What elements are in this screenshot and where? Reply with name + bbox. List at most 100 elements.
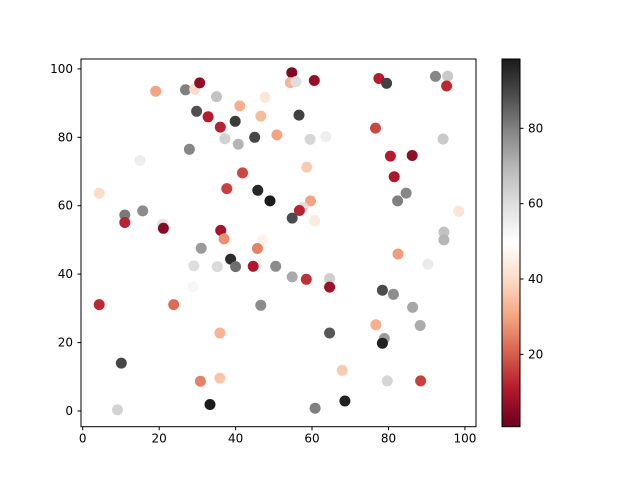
axes-spines bbox=[80, 58, 477, 428]
scatter-point bbox=[214, 121, 226, 133]
scatter-point bbox=[119, 217, 131, 228]
scatter-point bbox=[381, 77, 393, 89]
scatter-point bbox=[376, 284, 388, 296]
scatter-point bbox=[442, 70, 454, 82]
scatter-point bbox=[388, 171, 400, 183]
axes-background bbox=[81, 59, 476, 427]
scatter-point bbox=[191, 105, 203, 117]
plot-area bbox=[80, 58, 477, 428]
x-tick-label: 20 bbox=[152, 432, 167, 446]
scatter-point bbox=[115, 357, 127, 369]
scatter-point bbox=[304, 133, 316, 145]
scatter-point bbox=[370, 122, 381, 134]
colorbar: 20 40 60 80 bbox=[501, 58, 543, 428]
colorbar-tick-label: 60 bbox=[528, 197, 543, 211]
scatter-point bbox=[422, 258, 434, 270]
scatter-point bbox=[392, 195, 404, 207]
scatter-point bbox=[406, 150, 418, 161]
scatter-point bbox=[255, 299, 267, 311]
x-tick-label: 0 bbox=[79, 432, 87, 446]
scatter-point bbox=[453, 205, 465, 217]
scatter-point bbox=[438, 226, 450, 238]
colorbar-bar bbox=[502, 59, 520, 427]
scatter-point bbox=[293, 109, 305, 121]
scatter-point bbox=[187, 281, 199, 293]
y-tick-label: 0 bbox=[65, 404, 73, 418]
scatter-point bbox=[324, 327, 336, 339]
scatter-point bbox=[211, 261, 223, 273]
scatter-point bbox=[215, 224, 227, 236]
scatter-point bbox=[324, 273, 336, 285]
scatter-point bbox=[214, 327, 226, 339]
scatter-point bbox=[195, 242, 207, 254]
x-tick-label: 80 bbox=[381, 432, 396, 446]
scatter-point bbox=[286, 271, 298, 283]
scatter-point bbox=[324, 281, 336, 293]
scatter-point bbox=[194, 375, 206, 387]
scatter-point bbox=[157, 222, 169, 234]
scatter-point bbox=[221, 183, 233, 195]
scatter-point bbox=[188, 260, 200, 272]
y-tick-label: 80 bbox=[58, 130, 73, 144]
scatter-point bbox=[234, 100, 246, 112]
scatter-point bbox=[264, 195, 276, 207]
scatter-point bbox=[300, 273, 312, 285]
scatter-point bbox=[438, 234, 450, 246]
scatter-point bbox=[168, 299, 180, 311]
scatter-point bbox=[137, 205, 149, 217]
scatter-points bbox=[93, 67, 465, 416]
scatter-point bbox=[183, 143, 195, 155]
colorbar-tick-label: 20 bbox=[528, 347, 543, 361]
scatter-point bbox=[255, 110, 267, 122]
scatter-point bbox=[270, 260, 282, 272]
y-tick-label: 100 bbox=[50, 62, 73, 76]
scatter-point bbox=[150, 85, 162, 97]
scatter-point bbox=[229, 115, 241, 127]
scatter-point bbox=[381, 375, 393, 387]
scatter-point bbox=[249, 131, 261, 143]
scatter-point bbox=[256, 234, 268, 246]
scatter-point bbox=[437, 133, 449, 145]
scatter-point bbox=[252, 184, 264, 196]
scatter-point bbox=[230, 261, 242, 273]
scatter-point bbox=[387, 288, 399, 300]
scatter-point bbox=[219, 133, 231, 145]
y-tick-label: 20 bbox=[58, 336, 73, 350]
scatter-point bbox=[251, 243, 263, 254]
scatter-point bbox=[271, 129, 283, 141]
scatter-point bbox=[308, 75, 320, 86]
scatter-point bbox=[407, 301, 419, 313]
scatter-point bbox=[309, 402, 321, 414]
scatter-point bbox=[336, 364, 348, 376]
y-tick-label: 40 bbox=[58, 267, 73, 281]
scatter-point bbox=[415, 375, 427, 387]
scatter-point bbox=[400, 187, 412, 199]
scatter-point bbox=[414, 320, 426, 331]
scatter-point bbox=[202, 111, 214, 123]
scatter-point bbox=[112, 404, 123, 416]
y-axis: 0 20 40 60 80 100 bbox=[50, 62, 81, 418]
scatter-point bbox=[293, 205, 305, 216]
colorbar-tick-label: 40 bbox=[528, 272, 543, 286]
colorbar-tick-label: 80 bbox=[528, 121, 543, 135]
y-tick-label: 60 bbox=[58, 199, 73, 213]
colorbar-outline bbox=[501, 58, 521, 428]
scatter-point bbox=[430, 70, 441, 82]
scatter-point bbox=[211, 91, 222, 103]
scatter-point bbox=[309, 215, 321, 227]
scatter-point bbox=[376, 337, 388, 349]
scatter-point bbox=[180, 84, 191, 96]
scatter-point bbox=[214, 372, 226, 384]
scatter-point bbox=[237, 167, 248, 179]
scatter-point bbox=[370, 319, 382, 331]
scatter-point bbox=[392, 248, 404, 260]
scatter-point bbox=[305, 195, 316, 207]
scatter-point bbox=[320, 131, 332, 143]
scatter-point bbox=[259, 91, 271, 103]
scatter-point bbox=[232, 138, 244, 150]
scatter-point bbox=[194, 77, 206, 89]
scatter-point bbox=[247, 260, 259, 272]
x-tick-label: 100 bbox=[453, 432, 476, 446]
